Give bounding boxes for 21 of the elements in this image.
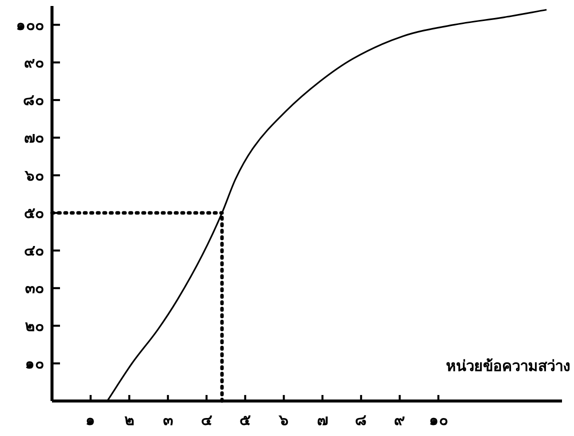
- y-tick-label: ๘๐: [23, 91, 44, 110]
- x-tick-label: ๔: [201, 411, 214, 429]
- x-tick-label: ๑: [86, 411, 96, 429]
- x-tick-label: ๖: [278, 411, 289, 429]
- x-tick-label: ๓: [162, 411, 173, 429]
- y-tick-label: ๒๐: [25, 316, 44, 335]
- x-tick-label: ๙: [394, 411, 406, 429]
- y-tick-label: ๑๐๐: [16, 16, 44, 34]
- y-tick-label: ๗๐: [24, 128, 44, 147]
- y-tick-label: ๕๐: [24, 204, 44, 222]
- x-tick-label: ๒: [124, 411, 134, 429]
- y-tick-label: ๙๐: [24, 53, 44, 72]
- x-axis-title: หน่วยข้อความสว่าง: [446, 357, 570, 375]
- x-tick-label: ๗: [316, 411, 328, 429]
- y-tick-label: ๓๐: [25, 279, 44, 298]
- y-tick-label: ๑๐: [25, 354, 44, 372]
- x-tick-label: ๕: [240, 411, 252, 429]
- x-tick-label: ๑๐: [428, 411, 448, 429]
- x-tick-label: ๘: [355, 411, 368, 429]
- y-tick-label: ๔๐: [24, 242, 44, 260]
- y-tick-label: ๖๐: [24, 166, 44, 184]
